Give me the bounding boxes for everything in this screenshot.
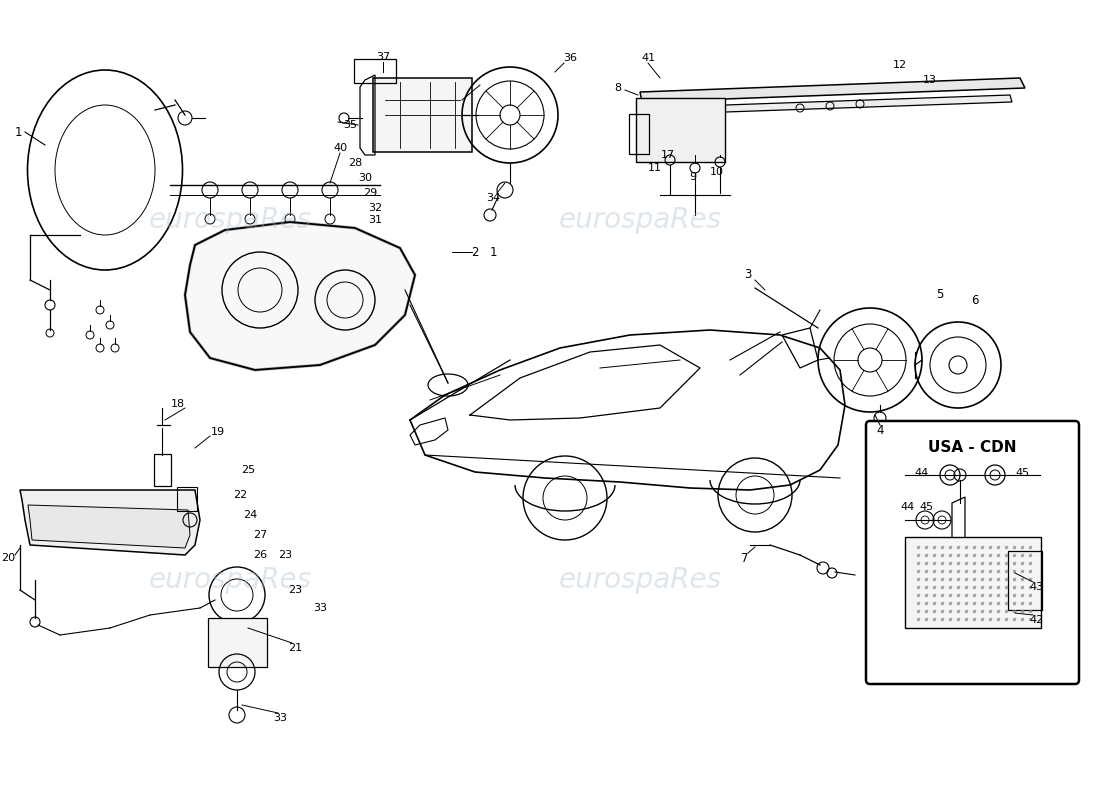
- Text: 33: 33: [273, 713, 287, 723]
- Text: 31: 31: [368, 215, 382, 225]
- Polygon shape: [185, 222, 415, 370]
- Text: USA - CDN: USA - CDN: [928, 439, 1016, 454]
- Text: 20: 20: [1, 553, 15, 563]
- Text: 18: 18: [170, 399, 185, 409]
- Text: 45: 45: [920, 502, 934, 512]
- Polygon shape: [640, 78, 1025, 102]
- Text: 35: 35: [343, 120, 358, 130]
- Text: 4: 4: [877, 423, 883, 437]
- Text: 25: 25: [241, 465, 255, 475]
- FancyBboxPatch shape: [866, 421, 1079, 684]
- Text: 23: 23: [278, 550, 293, 560]
- Text: 9: 9: [690, 172, 696, 182]
- Text: 41: 41: [641, 53, 656, 63]
- Text: 5: 5: [936, 289, 944, 302]
- Text: eurospaRes: eurospaRes: [148, 206, 311, 234]
- Text: 2: 2: [471, 246, 478, 258]
- Text: 44: 44: [901, 502, 915, 512]
- Text: 23: 23: [288, 585, 302, 595]
- Text: 19: 19: [211, 427, 226, 437]
- Text: 36: 36: [563, 53, 578, 63]
- Polygon shape: [28, 505, 190, 548]
- Polygon shape: [20, 490, 200, 555]
- Text: 44: 44: [915, 468, 930, 478]
- Text: 42: 42: [1030, 615, 1044, 625]
- Text: 33: 33: [314, 603, 327, 613]
- Text: 45: 45: [1016, 468, 1030, 478]
- Text: 40: 40: [333, 143, 348, 153]
- Text: 34: 34: [486, 193, 500, 203]
- Text: 22: 22: [233, 490, 248, 500]
- Text: 1: 1: [14, 126, 22, 138]
- Text: 43: 43: [1030, 582, 1044, 592]
- Text: 13: 13: [923, 75, 937, 85]
- Text: 11: 11: [648, 163, 662, 173]
- Text: 1: 1: [490, 246, 497, 258]
- Text: eurospaRes: eurospaRes: [559, 566, 722, 594]
- Text: 7: 7: [741, 551, 749, 565]
- FancyBboxPatch shape: [208, 618, 267, 667]
- Text: 3: 3: [745, 269, 751, 282]
- Text: 21: 21: [288, 643, 302, 653]
- FancyBboxPatch shape: [636, 98, 725, 162]
- Text: 26: 26: [253, 550, 267, 560]
- Text: 6: 6: [971, 294, 979, 306]
- Text: 28: 28: [348, 158, 362, 168]
- Text: eurospaRes: eurospaRes: [148, 566, 311, 594]
- FancyBboxPatch shape: [905, 537, 1041, 628]
- Text: eurospaRes: eurospaRes: [559, 206, 722, 234]
- Text: 30: 30: [358, 173, 372, 183]
- Text: 37: 37: [376, 52, 390, 62]
- Text: 27: 27: [253, 530, 267, 540]
- Text: 12: 12: [893, 60, 907, 70]
- Text: 29: 29: [363, 188, 377, 198]
- FancyBboxPatch shape: [373, 78, 472, 152]
- Text: 8: 8: [615, 83, 622, 93]
- Text: 10: 10: [710, 167, 724, 177]
- Polygon shape: [640, 95, 1012, 115]
- Text: 24: 24: [243, 510, 257, 520]
- Text: 17: 17: [661, 150, 675, 160]
- Text: 32: 32: [367, 203, 382, 213]
